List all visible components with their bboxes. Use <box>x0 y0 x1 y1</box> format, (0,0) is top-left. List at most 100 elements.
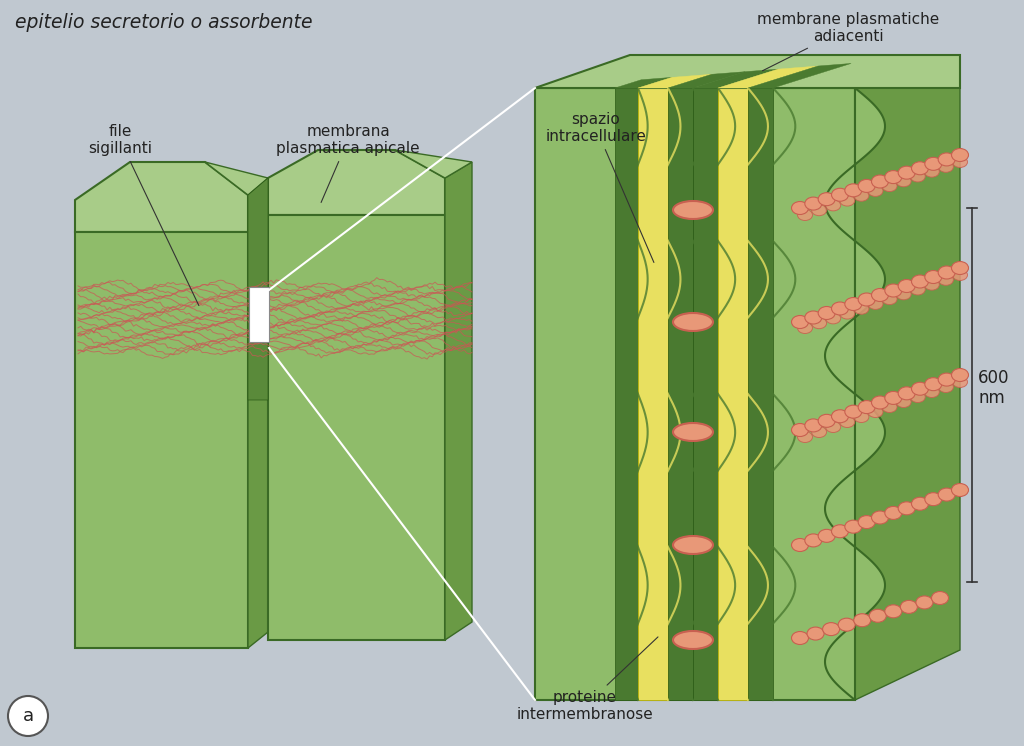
Polygon shape <box>718 66 818 88</box>
Ellipse shape <box>911 498 929 510</box>
Ellipse shape <box>911 162 929 175</box>
Text: proteine
intermembranose: proteine intermembranose <box>517 637 658 722</box>
Ellipse shape <box>798 431 812 442</box>
Ellipse shape <box>845 405 862 419</box>
Ellipse shape <box>910 171 926 182</box>
Ellipse shape <box>818 307 836 319</box>
Polygon shape <box>205 162 268 195</box>
Ellipse shape <box>792 539 809 551</box>
Ellipse shape <box>845 184 862 197</box>
Ellipse shape <box>818 530 836 542</box>
Polygon shape <box>535 55 961 88</box>
Ellipse shape <box>845 298 862 310</box>
Ellipse shape <box>825 313 841 324</box>
Ellipse shape <box>812 204 826 216</box>
Polygon shape <box>693 88 718 700</box>
Polygon shape <box>75 162 248 232</box>
Ellipse shape <box>910 392 926 403</box>
Ellipse shape <box>885 284 902 297</box>
Ellipse shape <box>839 618 855 631</box>
Polygon shape <box>75 232 248 648</box>
Ellipse shape <box>845 520 862 533</box>
Ellipse shape <box>952 157 968 168</box>
Polygon shape <box>825 88 885 700</box>
Polygon shape <box>615 88 638 700</box>
Ellipse shape <box>792 632 809 645</box>
Ellipse shape <box>871 289 889 301</box>
Ellipse shape <box>871 396 889 409</box>
Ellipse shape <box>896 176 911 186</box>
Ellipse shape <box>792 424 809 436</box>
Ellipse shape <box>858 401 876 413</box>
Ellipse shape <box>858 515 876 529</box>
FancyBboxPatch shape <box>249 287 269 342</box>
Polygon shape <box>615 78 672 88</box>
Polygon shape <box>748 63 851 88</box>
Ellipse shape <box>818 414 836 427</box>
Ellipse shape <box>805 311 822 324</box>
Text: file
sigillanti: file sigillanti <box>88 124 199 306</box>
Ellipse shape <box>854 303 868 314</box>
Ellipse shape <box>854 614 870 627</box>
Polygon shape <box>748 88 773 700</box>
Ellipse shape <box>938 275 953 285</box>
Ellipse shape <box>911 382 929 395</box>
Ellipse shape <box>673 201 713 219</box>
Ellipse shape <box>951 148 969 161</box>
Ellipse shape <box>798 210 812 221</box>
Ellipse shape <box>938 488 955 501</box>
Ellipse shape <box>831 410 849 423</box>
Ellipse shape <box>885 171 902 184</box>
Ellipse shape <box>925 157 942 170</box>
Ellipse shape <box>825 421 841 433</box>
Ellipse shape <box>868 186 883 196</box>
Ellipse shape <box>896 397 911 407</box>
Ellipse shape <box>858 180 876 192</box>
Polygon shape <box>268 150 445 215</box>
Polygon shape <box>668 72 744 88</box>
Ellipse shape <box>673 631 713 649</box>
Ellipse shape <box>925 492 942 506</box>
Ellipse shape <box>951 262 969 275</box>
Ellipse shape <box>911 275 929 288</box>
Ellipse shape <box>792 316 809 328</box>
Circle shape <box>8 696 48 736</box>
Ellipse shape <box>871 175 889 188</box>
Ellipse shape <box>831 188 849 201</box>
Ellipse shape <box>854 190 868 201</box>
Ellipse shape <box>951 369 969 381</box>
Ellipse shape <box>925 386 939 398</box>
Ellipse shape <box>812 318 826 329</box>
Ellipse shape <box>805 197 822 210</box>
Ellipse shape <box>868 298 883 310</box>
Text: 600
nm: 600 nm <box>978 369 1010 407</box>
Ellipse shape <box>938 266 955 279</box>
Ellipse shape <box>871 511 889 524</box>
Ellipse shape <box>938 373 955 386</box>
Ellipse shape <box>858 293 876 306</box>
Ellipse shape <box>840 416 855 427</box>
Polygon shape <box>535 88 855 700</box>
Polygon shape <box>693 69 778 88</box>
Ellipse shape <box>673 313 713 331</box>
Ellipse shape <box>898 387 915 400</box>
Ellipse shape <box>822 623 840 636</box>
Ellipse shape <box>896 289 911 300</box>
Polygon shape <box>668 88 693 700</box>
Ellipse shape <box>882 401 897 413</box>
Polygon shape <box>638 88 668 700</box>
Ellipse shape <box>673 423 713 441</box>
Ellipse shape <box>898 502 915 515</box>
Ellipse shape <box>885 605 902 618</box>
Ellipse shape <box>898 166 915 179</box>
Ellipse shape <box>938 153 955 166</box>
Ellipse shape <box>925 377 942 391</box>
Polygon shape <box>248 178 268 648</box>
Polygon shape <box>248 178 268 400</box>
Ellipse shape <box>792 201 809 215</box>
Polygon shape <box>445 162 472 640</box>
Ellipse shape <box>952 269 968 280</box>
Ellipse shape <box>840 308 855 319</box>
Ellipse shape <box>925 279 939 290</box>
Ellipse shape <box>673 536 713 554</box>
